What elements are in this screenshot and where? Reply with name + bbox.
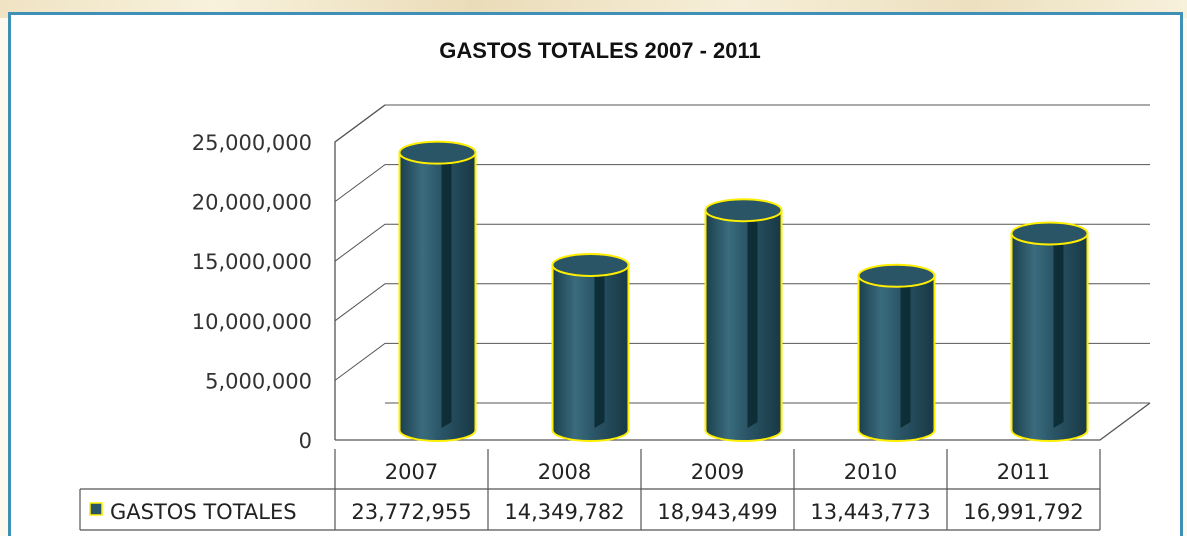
bar-shadow xyxy=(900,280,911,428)
gridline xyxy=(334,164,1150,203)
x-tick-label: 2007 xyxy=(385,460,438,484)
bar-shadow xyxy=(441,157,452,428)
bar-2011 xyxy=(1010,221,1089,442)
bar-body xyxy=(857,274,936,442)
data-table: 2007 23,772,955 2008 14,349,782 2009 18,943,4… xyxy=(79,449,1101,531)
gridline xyxy=(334,104,1150,143)
legend-series-name: GASTOS TOTALES xyxy=(110,500,297,524)
bar-top xyxy=(857,263,936,288)
gridline xyxy=(334,223,1150,262)
x-tick-label: 2008 xyxy=(538,460,591,484)
x-tick-label: 2011 xyxy=(997,460,1050,484)
legend-swatch xyxy=(89,502,103,516)
bar-2007 xyxy=(398,140,477,442)
bar-body xyxy=(398,151,477,442)
data-value-label: 23,772,955 xyxy=(351,500,471,524)
x-tick-label: 2010 xyxy=(844,460,897,484)
x-tick-label: 2009 xyxy=(691,460,744,484)
y-tick-label: 15,000,000 xyxy=(192,250,312,274)
bar-shadow xyxy=(594,269,605,428)
bar-body xyxy=(551,263,630,442)
bar-top xyxy=(1010,221,1089,246)
y-axis-ticks: 0 5,000,000 10,000,000 15,000,000 20,000,000… xyxy=(192,131,312,453)
bar-2010 xyxy=(857,263,936,442)
bar-2009 xyxy=(704,198,783,442)
bars xyxy=(398,140,1089,442)
bar-body xyxy=(704,209,783,442)
back-wall-edge xyxy=(334,104,386,440)
bar-shadow xyxy=(747,215,758,428)
bar-top xyxy=(704,198,783,223)
data-value-label: 14,349,782 xyxy=(504,500,624,524)
data-value-label: 18,943,499 xyxy=(657,500,777,524)
y-tick-label: 20,000,000 xyxy=(192,191,312,215)
y-tick-label: 5,000,000 xyxy=(205,369,312,393)
bar-shadow xyxy=(1053,238,1064,428)
data-value-label: 16,991,792 xyxy=(963,500,1083,524)
bar-top xyxy=(551,252,630,277)
data-value-label: 13,443,773 xyxy=(810,500,930,524)
y-tick-label: 25,000,000 xyxy=(192,131,312,155)
y-tick-label: 10,000,000 xyxy=(192,310,312,334)
bar-2008 xyxy=(551,252,630,442)
y-tick-label: 0 xyxy=(299,429,312,453)
bar-top xyxy=(398,140,477,165)
chart-title: GASTOS TOTALES 2007 - 2011 xyxy=(439,38,761,63)
bar-body xyxy=(1010,232,1089,442)
